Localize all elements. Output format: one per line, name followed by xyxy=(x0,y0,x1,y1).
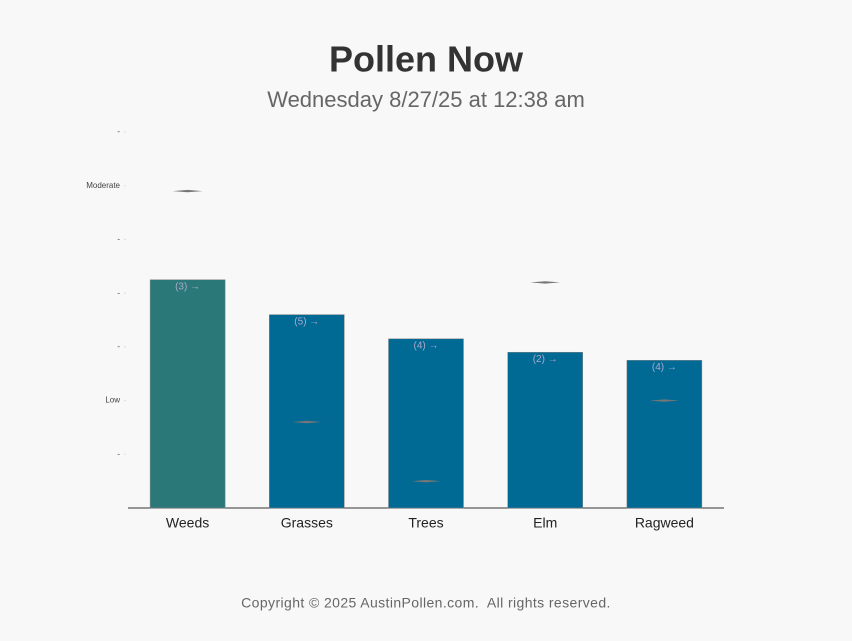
bar-label: (3) → xyxy=(175,281,200,292)
marker xyxy=(291,420,322,424)
marker xyxy=(172,189,203,193)
y-tick-label: - xyxy=(117,449,120,458)
y-tick-label: - xyxy=(117,342,120,351)
x-tick-label: Grasses xyxy=(281,515,333,531)
y-tick-label: Moderate xyxy=(86,181,120,190)
chart-title: Pollen Now xyxy=(329,39,524,80)
x-tick-label: Elm xyxy=(533,515,557,531)
y-tick-label: - xyxy=(117,288,120,297)
bar xyxy=(626,360,703,509)
bar xyxy=(507,351,583,509)
marker xyxy=(530,281,561,284)
marker xyxy=(411,479,441,483)
bar xyxy=(149,279,226,509)
bar-label: (4) → xyxy=(652,362,677,373)
bar xyxy=(269,314,345,509)
bar xyxy=(388,338,464,509)
chart-subtitle: Wednesday 8/27/25 at 12:38 am xyxy=(267,87,585,112)
x-tick-label: Trees xyxy=(408,515,443,531)
marker xyxy=(649,399,680,402)
x-tick-label: Weeds xyxy=(166,515,209,531)
y-tick-label: - xyxy=(117,235,120,244)
bar-label: (5) → xyxy=(294,316,319,327)
bar-label: (4) → xyxy=(414,340,439,351)
y-tick-label: - xyxy=(117,127,120,136)
y-tick-label: Low xyxy=(105,396,120,405)
bar-label: (2) → xyxy=(533,354,558,365)
x-tick-label: Ragweed xyxy=(635,515,694,531)
footer: Copyright © 2025 AustinPollen.com. All r… xyxy=(241,595,611,611)
